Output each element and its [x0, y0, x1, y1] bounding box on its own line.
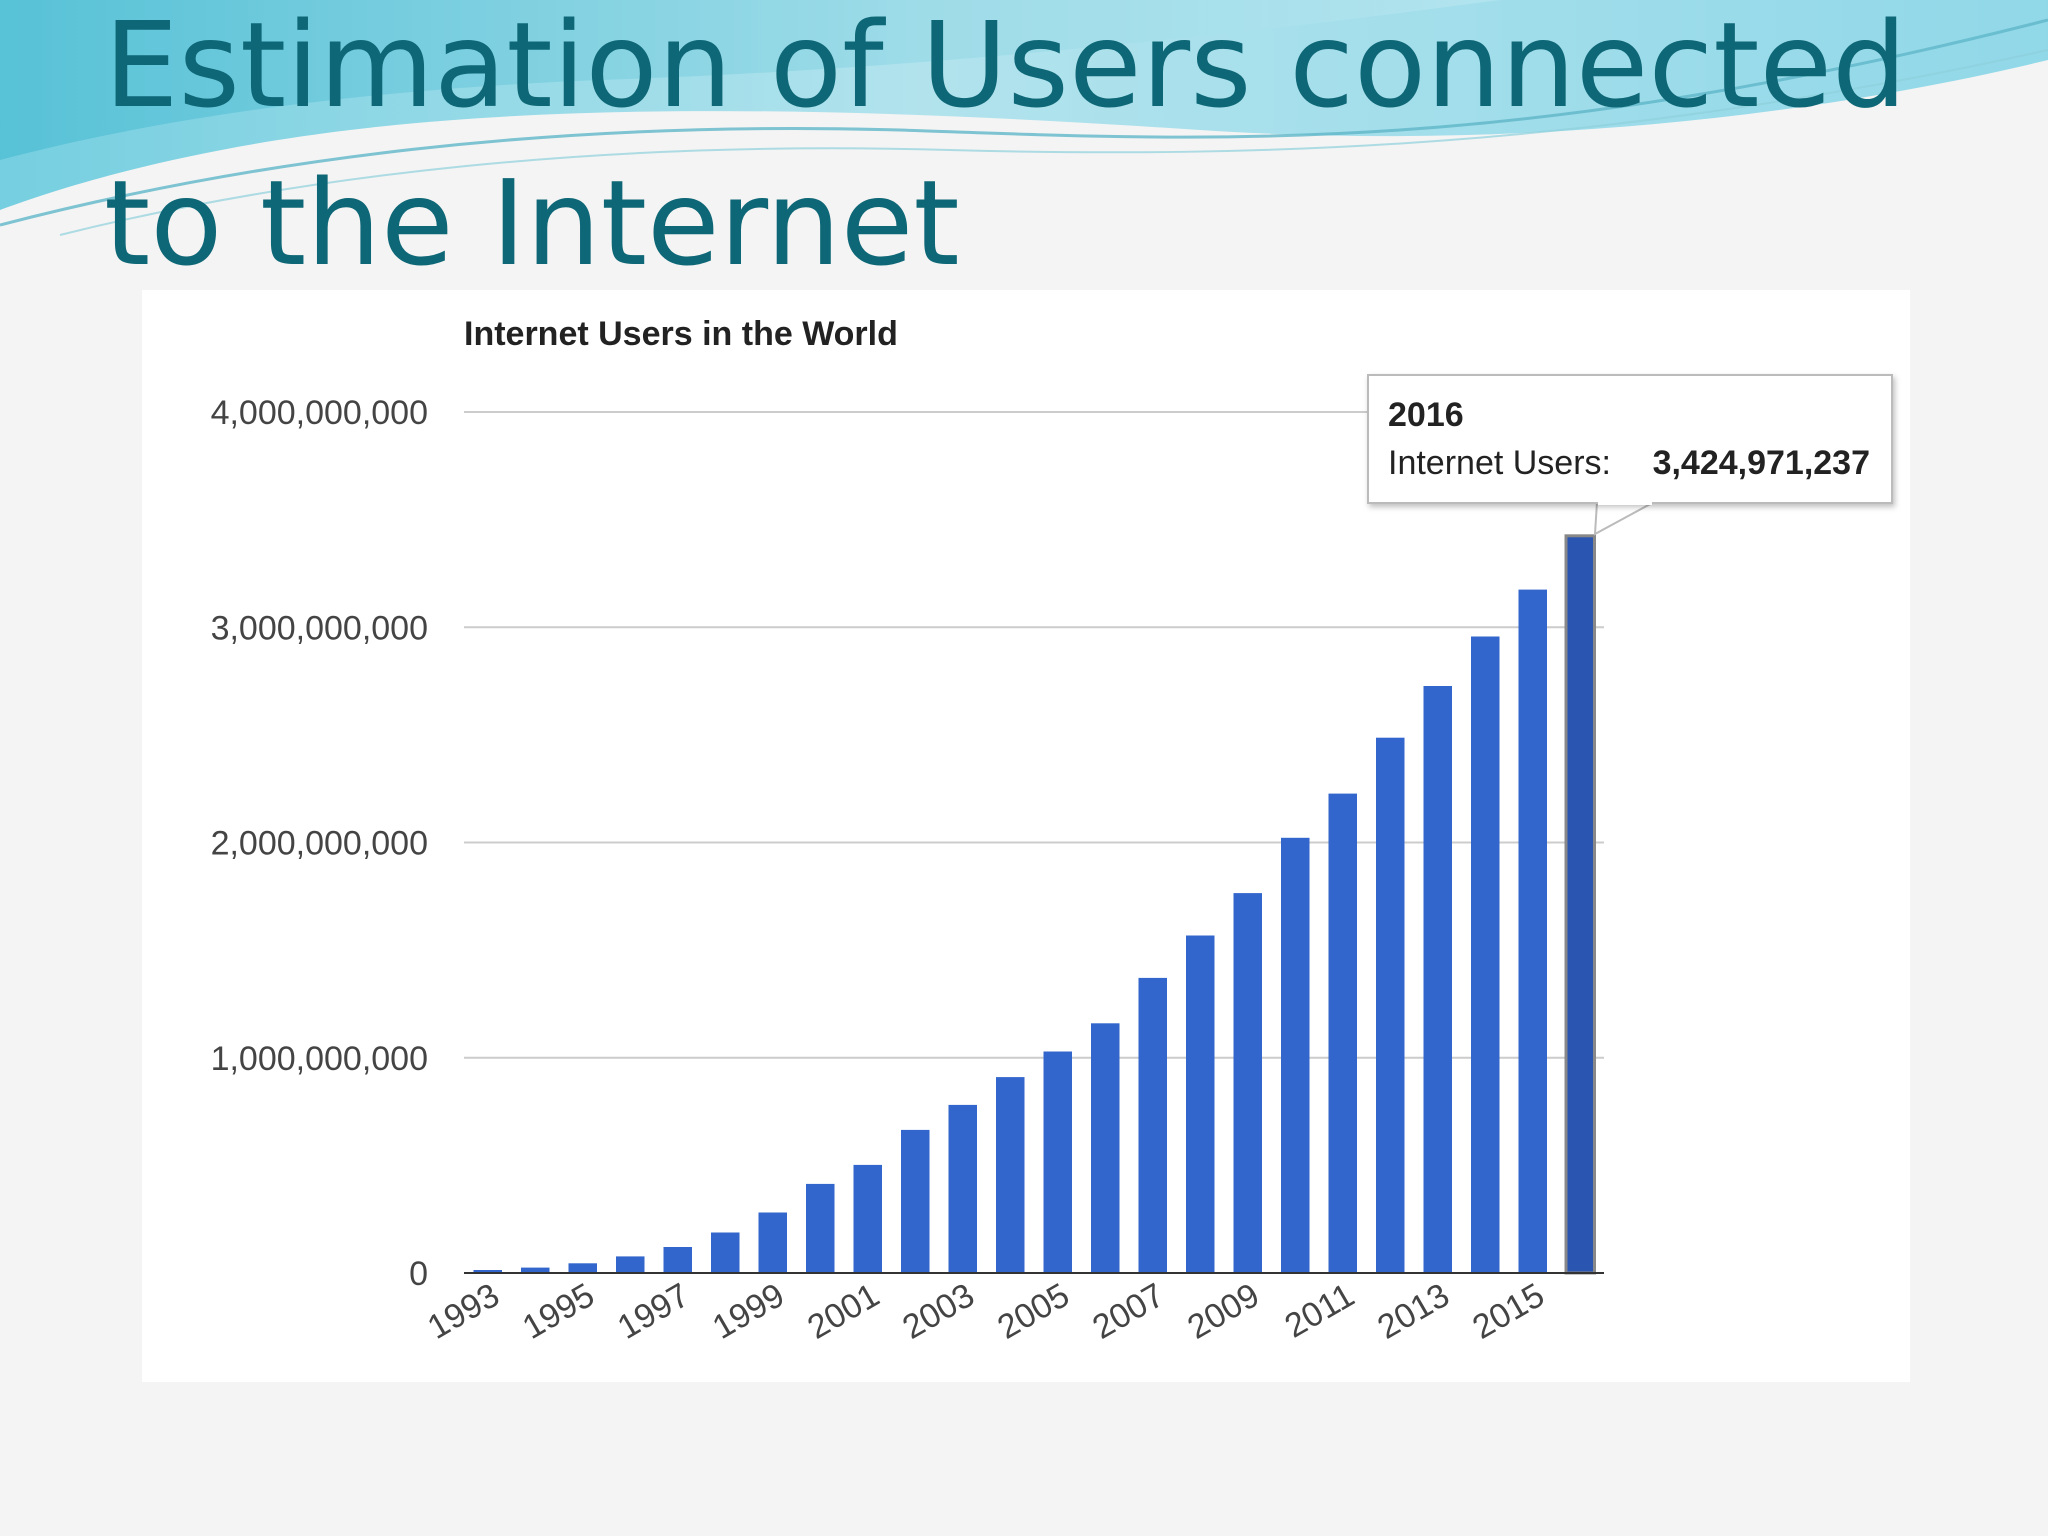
x-tick-label: 1999	[706, 1276, 791, 1347]
bar-2010[interactable]	[1281, 837, 1310, 1273]
wave-decoration	[0, 0, 2048, 236]
data-tooltip: 2016 Internet Users: 3,424,971,237	[1367, 374, 1893, 536]
y-tick-label: 0	[409, 1255, 428, 1293]
y-tick-label: 4,000,000,000	[211, 394, 428, 432]
x-tick-label: 1993	[421, 1276, 506, 1347]
bar-2012[interactable]	[1376, 737, 1405, 1273]
bar-1997[interactable]	[663, 1247, 693, 1273]
y-axis-tick-labels: 0 1,000,000,000 2,000,000,000 3,000,000,000…	[211, 394, 428, 1293]
bar-1999[interactable]	[758, 1212, 788, 1274]
tooltip-box	[1367, 374, 1893, 504]
bar-1996[interactable]	[616, 1256, 645, 1273]
bar-2001[interactable]	[853, 1164, 883, 1273]
x-tick-label: 2011	[1278, 1276, 1360, 1345]
tooltip-year: 2016	[1388, 396, 1464, 434]
chart-title: Internet Users in the World	[464, 315, 898, 353]
bar-1993[interactable]	[473, 1270, 503, 1273]
bar-2005[interactable]	[1043, 1051, 1073, 1274]
x-tick-label: 2003	[896, 1276, 981, 1347]
x-axis-tick-labels: 1993 1995 1997 1999 2001 2003 2005 2007 2009 2011…	[421, 1276, 1551, 1347]
bar-1994[interactable]	[521, 1267, 550, 1273]
x-tick-label: 2015	[1466, 1276, 1551, 1347]
x-tick-label: 2009	[1181, 1276, 1266, 1347]
chart-panel: Internet Users in the World 0 1,000,000,0…	[142, 290, 1910, 1382]
y-tick-label: 3,000,000,000	[211, 609, 428, 647]
bar-2008[interactable]	[1186, 935, 1215, 1274]
bar-2009[interactable]	[1233, 893, 1263, 1273]
internet-users-chart: Internet Users in the World 0 1,000,000,0…	[211, 315, 1893, 1347]
bar-1995[interactable]	[568, 1263, 598, 1273]
y-tick-label: 2,000,000,000	[211, 825, 428, 863]
x-tick-label: 1995	[516, 1276, 601, 1347]
tooltip-value: 3,424,971,237	[1653, 444, 1870, 482]
x-tick-label: 2013	[1371, 1276, 1456, 1347]
bar-2004[interactable]	[996, 1077, 1025, 1273]
bar-2003[interactable]	[948, 1104, 978, 1273]
x-tick-label: 2001	[801, 1276, 886, 1347]
bar-2002[interactable]	[901, 1129, 930, 1273]
bar-2013[interactable]	[1423, 686, 1453, 1273]
x-tick-label: 1997	[611, 1276, 696, 1347]
x-tick-label: 2005	[991, 1276, 1076, 1347]
tooltip-pointer	[1593, 501, 1655, 536]
bar-2000[interactable]	[806, 1183, 835, 1273]
gridlines	[464, 411, 1604, 1059]
bar-1998[interactable]	[711, 1232, 740, 1274]
tooltip-label: Internet Users:	[1388, 444, 1611, 482]
x-tick-label: 2007	[1086, 1276, 1171, 1347]
bar-2006[interactable]	[1091, 1023, 1120, 1273]
bar-2014[interactable]	[1471, 636, 1500, 1274]
bar-2015[interactable]	[1518, 589, 1548, 1273]
bars	[473, 534, 1596, 1275]
slide-title: Estimation of Users connected to the Int…	[104, 0, 1907, 292]
bar-2007[interactable]	[1138, 977, 1168, 1273]
y-tick-label: 1,000,000,000	[211, 1040, 428, 1078]
bar-2011[interactable]	[1328, 793, 1358, 1273]
bar-2016[interactable]	[1564, 534, 1596, 1275]
